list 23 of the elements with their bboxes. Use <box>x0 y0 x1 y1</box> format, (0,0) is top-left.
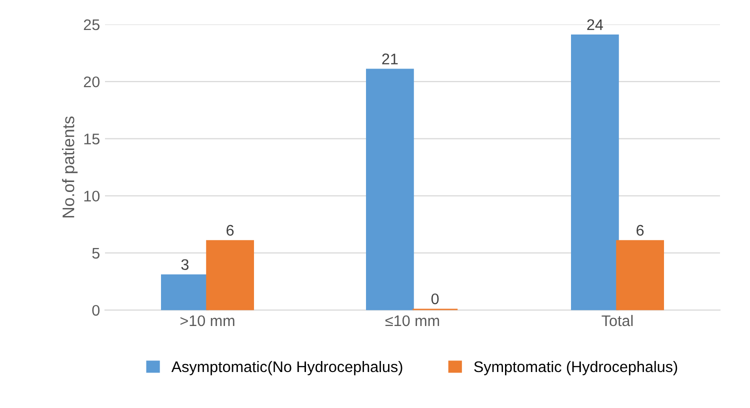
data-label: 0 <box>431 293 439 304</box>
bar <box>161 274 209 310</box>
data-label: 3 <box>181 259 189 270</box>
bar <box>616 240 664 310</box>
x-tick-label: >10 mm <box>180 315 234 326</box>
y-tick-label: 10 <box>84 190 100 202</box>
data-label: 21 <box>382 54 398 64</box>
bar <box>366 68 414 310</box>
bar <box>571 34 619 310</box>
data-label: 6 <box>636 224 644 236</box>
data-label: 6 <box>226 224 234 236</box>
data-label: 24 <box>587 19 603 30</box>
y-tick-label: 25 <box>84 19 100 30</box>
y-tick-label: 0 <box>92 304 100 316</box>
y-tick-label: 5 <box>92 248 100 259</box>
y-axis-title: No.of patients <box>62 116 78 218</box>
x-tick-label: Total <box>602 314 633 326</box>
legend-label: Asymptomatic(No Hydrocephalus) <box>171 360 402 376</box>
x-tick-label: ≤10 mm <box>385 315 440 326</box>
legend-label: Symptomatic (Hydrocephalus) <box>474 360 678 376</box>
y-tick-label: 15 <box>84 134 100 144</box>
y-tick-label: 20 <box>84 76 100 88</box>
bar <box>206 240 254 310</box>
